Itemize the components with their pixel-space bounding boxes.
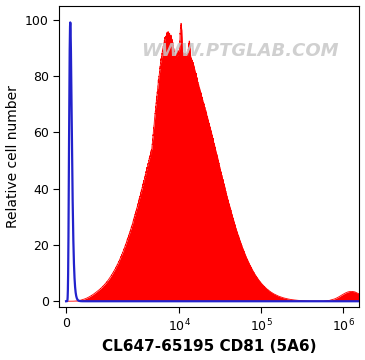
Y-axis label: Relative cell number: Relative cell number [5,85,20,228]
X-axis label: CL647-65195 CD81 (5A6): CL647-65195 CD81 (5A6) [102,339,317,355]
Text: WWW.PTGLAB.COM: WWW.PTGLAB.COM [141,42,338,60]
